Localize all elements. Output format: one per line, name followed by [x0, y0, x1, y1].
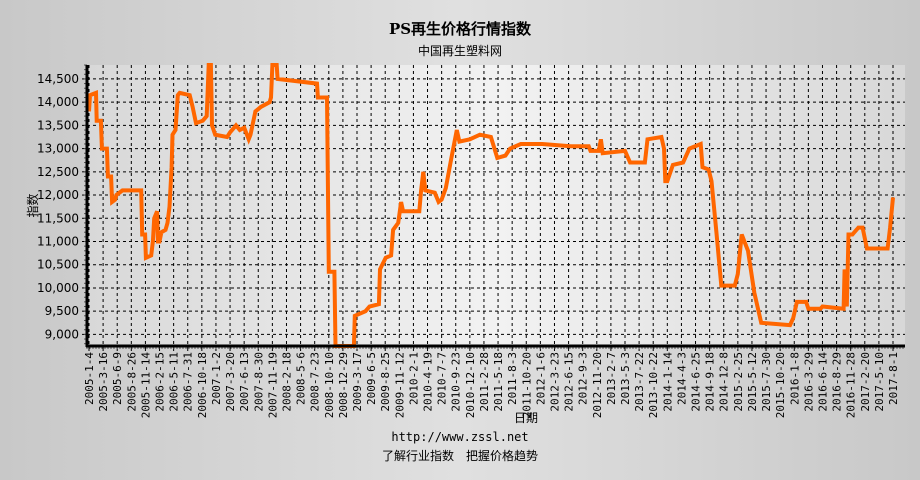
chart-title: PS再生价格行情指数 [388, 20, 532, 38]
x-tick-label: 2016-8-29 [831, 352, 844, 412]
x-tick-label: 2016-6-14 [816, 352, 829, 412]
x-tick-label: 2011-2-28 [478, 352, 491, 412]
x-tick-label: 2007-1-2 [210, 352, 223, 405]
x-tick-label: 2009-8-25 [379, 352, 392, 412]
x-tick-label: 2016-1-8 [788, 352, 801, 405]
x-tick-label: 2013-2-7 [605, 352, 618, 405]
x-tick-label: 2007-3-20 [224, 352, 237, 412]
x-tick-label: 2005-6-9 [111, 352, 124, 405]
x-tick-label: 2014-9-18 [704, 352, 717, 412]
x-tick-label: 2014-4-3 [675, 352, 688, 405]
x-tick-label: 2006-5-11 [168, 352, 181, 412]
chart-subtitle: 中国再生塑料网 [417, 44, 502, 58]
y-tick-label: 9,500 [45, 304, 79, 318]
x-tick-label: 2015-7-30 [760, 352, 773, 412]
x-tick-label: 2005-11-14 [139, 352, 152, 419]
x-tick-label: 2017-2-20 [859, 352, 872, 412]
x-tick-label: 2017-5-10 [873, 352, 886, 412]
x-tick-label: 2015-2-25 [732, 352, 745, 412]
x-tick-label: 2012-1-6 [534, 352, 547, 405]
y-tick-label: 10,000 [37, 281, 79, 295]
x-tick-label: 2014-12-8 [718, 352, 731, 412]
x-tick-label: 2005-8-26 [125, 352, 138, 412]
x-tick-label: 2011-8-3 [506, 352, 519, 405]
x-tick-label: 2015-5-12 [746, 352, 759, 412]
x-tick-label: 2008-7-23 [309, 352, 322, 412]
x-tick-label: 2009-11-12 [393, 352, 406, 418]
x-tick-label: 2012-9-3 [577, 352, 590, 405]
x-tick-label: 2006-2-15 [154, 352, 167, 412]
y-tick-label: 13,500 [37, 118, 79, 132]
x-tick-label: 2016-3-29 [802, 352, 815, 412]
x-tick-label: 2016-11-28 [845, 352, 858, 418]
y-tick-label: 12,000 [37, 188, 79, 202]
y-axis-title: 指数 [25, 193, 40, 217]
x-tick-label: 2008-5-6 [295, 352, 308, 405]
x-tick-label: 2008-10-10 [323, 352, 336, 418]
x-tick-label: 2010-9-23 [450, 352, 463, 412]
plot-area [87, 65, 905, 346]
x-tick-label: 2009-3-17 [351, 352, 364, 412]
x-tick-label: 2007-8-30 [252, 352, 265, 412]
footer-url[interactable]: http://www.zssl.net [391, 430, 529, 444]
x-axis-title: 日期 [514, 411, 538, 425]
y-tick-label: 9,000 [45, 327, 79, 341]
y-tick-label: 13,000 [37, 142, 79, 156]
x-tick-label: 2013-7-22 [633, 352, 646, 412]
x-tick-label: 2005-3-16 [97, 352, 110, 412]
y-tick-label: 14,500 [37, 72, 79, 86]
x-tick-label: 2005-1-4 [83, 352, 96, 405]
x-tick-label: 2014-1-14 [661, 352, 674, 412]
y-tick-label: 11,500 [37, 211, 79, 225]
x-tick-label: 2009-6-5 [365, 352, 378, 405]
x-tick-label: 2006-10-18 [196, 352, 209, 418]
x-tick-label: 2012-3-23 [548, 352, 561, 412]
x-tick-label: 2017-8-1 [887, 352, 900, 405]
x-tick-label: 2013-10-22 [647, 352, 660, 418]
x-tick-label: 2014-6-25 [690, 352, 703, 412]
x-tick-label: 2012-11-20 [591, 352, 604, 418]
x-tick-label: 2007-6-13 [238, 352, 251, 412]
x-tick-label: 2011-10-20 [520, 352, 533, 418]
x-tick-label: 2013-5-3 [619, 352, 632, 405]
x-tick-label: 2007-11-19 [266, 352, 279, 418]
x-tick-label: 2010-7-7 [436, 352, 449, 405]
x-tick-label: 2008-12-29 [337, 352, 350, 418]
footer-slogan: 了解行业指数 把握价格趋势 [381, 449, 538, 463]
x-tick-label: 2008-2-18 [280, 352, 293, 412]
x-tick-label: 2010-12-10 [464, 352, 477, 418]
x-tick-label: 2015-10-20 [774, 352, 787, 418]
y-tick-label: 11,000 [37, 234, 79, 248]
x-tick-label: 2010-4-19 [422, 352, 435, 412]
x-tick-label: 2011-5-18 [492, 352, 505, 412]
x-tick-label: 2010-2-1 [407, 352, 420, 405]
y-tick-label: 12,500 [37, 165, 79, 179]
y-tick-label: 10,500 [37, 258, 79, 272]
y-tick-label: 14,000 [37, 95, 79, 109]
x-tick-label: 2012-6-15 [563, 352, 576, 412]
x-tick-label: 2006-7-31 [182, 352, 195, 412]
